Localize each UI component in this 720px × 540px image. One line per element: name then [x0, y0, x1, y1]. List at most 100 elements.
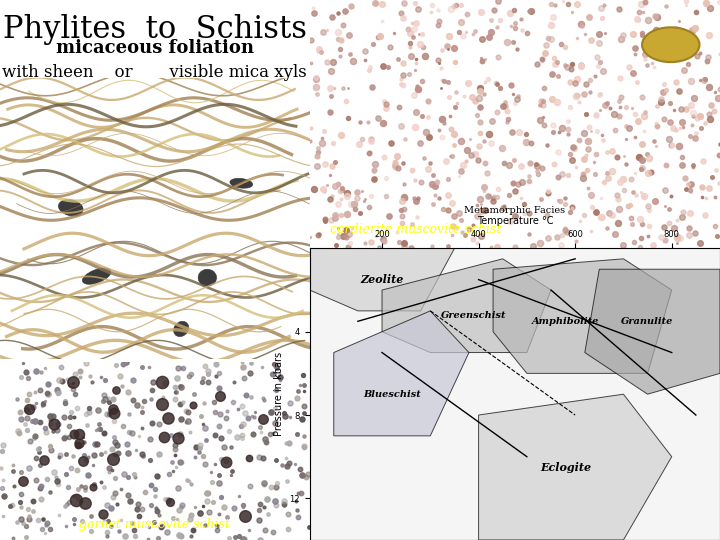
Point [712, 94, 720, 103]
Point [72, 495, 84, 504]
Point [177, 363, 189, 372]
Point [397, 159, 408, 167]
Point [45, 524, 56, 533]
Point [469, 97, 481, 105]
Point [126, 518, 138, 527]
Point [595, 58, 606, 66]
Point [27, 497, 38, 505]
Point [52, 480, 63, 489]
Point [340, 6, 351, 15]
Point [545, 21, 557, 30]
Point [173, 484, 184, 492]
Point [109, 450, 121, 458]
Point [620, 135, 631, 144]
Point [39, 424, 50, 433]
Point [84, 372, 96, 380]
Point [95, 425, 107, 434]
Point [472, 201, 483, 210]
Point [485, 28, 497, 36]
Point [271, 363, 283, 372]
Point [612, 195, 624, 204]
Point [218, 502, 230, 511]
Point [575, 61, 587, 70]
Point [223, 534, 235, 540]
Point [625, 201, 636, 210]
Point [673, 141, 685, 150]
Point [685, 132, 696, 141]
Point [297, 471, 308, 480]
Point [256, 362, 267, 371]
Point [145, 394, 157, 403]
Point [72, 485, 84, 494]
Point [325, 91, 337, 100]
Point [643, 16, 654, 24]
Point [213, 471, 225, 480]
Point [505, 9, 516, 18]
Point [505, 22, 516, 30]
Point [366, 192, 377, 200]
Point [708, 106, 719, 115]
Point [632, 116, 644, 125]
Point [63, 498, 75, 507]
Point [99, 448, 111, 456]
Point [585, 191, 597, 199]
Point [477, 56, 488, 65]
Point [189, 389, 200, 398]
Point [673, 86, 685, 95]
Point [582, 166, 593, 175]
Point [542, 187, 554, 195]
Point [668, 106, 680, 114]
Point [595, 3, 607, 12]
Point [706, 100, 717, 109]
Point [330, 240, 341, 249]
Point [410, 58, 422, 67]
Point [392, 152, 403, 160]
Point [572, 91, 583, 99]
Text: Granulite: Granulite [621, 317, 674, 326]
Point [107, 492, 118, 501]
Point [567, 8, 578, 17]
Point [678, 207, 689, 216]
Point [166, 457, 178, 466]
Point [53, 476, 64, 484]
Point [458, 91, 469, 100]
Point [115, 516, 127, 525]
Point [59, 502, 71, 510]
Point [133, 432, 145, 441]
Point [278, 500, 289, 508]
Point [694, 112, 706, 120]
Point [710, 221, 720, 230]
Point [102, 517, 113, 526]
Point [210, 360, 222, 369]
Point [209, 431, 220, 440]
Point [249, 408, 261, 416]
Point [127, 429, 138, 437]
Point [531, 59, 543, 68]
Point [242, 414, 253, 423]
Point [79, 483, 91, 491]
Point [214, 479, 225, 488]
Point [208, 398, 220, 407]
Point [475, 206, 487, 215]
Point [398, 204, 410, 213]
Point [314, 44, 325, 53]
Point [398, 0, 410, 8]
Point [498, 102, 509, 110]
Point [552, 72, 563, 81]
Point [509, 98, 521, 107]
Point [38, 455, 50, 464]
Point [393, 103, 405, 111]
Point [103, 410, 114, 418]
Point [609, 230, 621, 238]
Point [374, 32, 386, 40]
Point [121, 440, 132, 448]
Point [174, 400, 186, 408]
Point [696, 183, 708, 192]
Point [183, 372, 194, 381]
Point [535, 97, 546, 105]
Point [432, 21, 444, 30]
Point [618, 240, 629, 249]
Point [650, 118, 662, 127]
Point [27, 403, 39, 411]
Point [280, 438, 292, 447]
